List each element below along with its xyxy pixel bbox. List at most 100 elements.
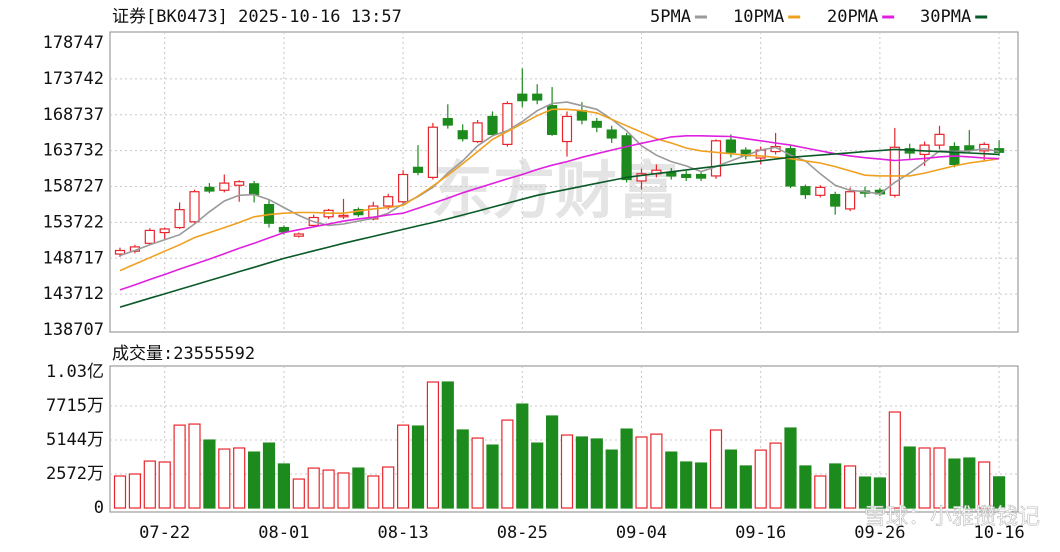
volume-bar: [620, 428, 633, 509]
y-tick-label: 163732: [43, 141, 104, 161]
volume-bar: [873, 477, 887, 509]
volume-tick-label: 2572万: [46, 464, 104, 484]
candle-body: [412, 166, 424, 173]
candle-body: [159, 228, 170, 234]
candle-body: [964, 145, 975, 151]
volume-bar: [113, 475, 127, 509]
volume-bar: [352, 467, 365, 509]
ma-line: [119, 135, 1000, 291]
candle-body: [293, 233, 304, 237]
volume-bar: [292, 478, 305, 509]
volume-bar: [680, 461, 693, 509]
candle-body: [636, 173, 647, 182]
volume-bar: [709, 429, 723, 509]
candle-body: [889, 146, 900, 196]
volume-bar: [516, 403, 529, 509]
volume-bar: [262, 442, 276, 509]
x-tick-label: 08-01: [258, 523, 309, 543]
volume-tick-label: 0: [94, 498, 104, 518]
volume-bar: [650, 433, 663, 509]
x-tick-label: 08-13: [378, 523, 429, 543]
volume-bar: [918, 447, 931, 509]
candle-body: [204, 186, 215, 192]
candle-body: [979, 143, 990, 152]
candle-body: [681, 173, 692, 178]
legend-label: 30PMA: [920, 7, 971, 27]
volume-bar: [754, 449, 767, 509]
x-tick-label: 10-16: [974, 523, 1025, 543]
candle-body: [934, 133, 945, 146]
candle-body: [621, 135, 632, 181]
volume-bar: [992, 476, 1006, 509]
volume-bar: [769, 442, 782, 509]
candle-body: [383, 196, 394, 207]
candle-body: [785, 148, 796, 187]
volume-bar: [218, 448, 231, 509]
candle-body: [427, 126, 438, 178]
candle-body: [830, 193, 841, 207]
candle-body: [189, 191, 200, 223]
candle-body: [844, 191, 856, 210]
volume-bar: [173, 424, 186, 509]
volume-bar: [665, 451, 678, 509]
candle-body: [561, 115, 573, 143]
candle-body: [398, 173, 409, 203]
volume-frame: [109, 365, 1019, 513]
volume-bar: [858, 476, 872, 509]
candle-body: [442, 117, 453, 126]
y-tick-label: 143712: [43, 284, 104, 304]
x-tick-label: 09-26: [854, 523, 905, 543]
y-tick-label: 158727: [43, 177, 104, 197]
volume-bar: [829, 463, 842, 509]
volume-bar: [337, 472, 350, 509]
volume-bar: [277, 463, 290, 509]
volume-bar: [426, 381, 439, 509]
candle-body: [800, 186, 811, 196]
candle-body: [919, 144, 930, 156]
volume-bar: [948, 458, 961, 509]
candle-body: [174, 209, 185, 229]
volume-tick-label: 1.03亿: [46, 362, 104, 382]
volume-bar: [784, 427, 797, 509]
volume-bar: [933, 447, 946, 509]
volume-bar: [471, 437, 484, 509]
volume-bar: [367, 475, 380, 509]
volume-bar: [814, 475, 827, 509]
x-tick-label: 07-22: [139, 523, 190, 543]
candle-body: [725, 139, 737, 153]
volume-bar: [188, 423, 201, 509]
volume-tick-label: 5144万: [46, 430, 104, 450]
volume-bar: [888, 411, 901, 509]
volume-bar: [158, 461, 171, 509]
volume-bar: [531, 442, 544, 509]
volume-bar: [575, 436, 589, 509]
candle-body: [517, 93, 528, 102]
x-tick-label: 09-04: [616, 523, 667, 543]
candle-body: [576, 110, 588, 121]
legend-label: 5PMA: [650, 7, 691, 27]
x-tick-label: 09-16: [735, 523, 786, 543]
volume-bar: [843, 465, 857, 509]
volume-bar: [441, 381, 454, 509]
candle-body: [338, 214, 349, 218]
candle-body: [546, 105, 558, 135]
volume-bar: [233, 447, 246, 509]
candle-body: [114, 249, 126, 255]
candle-body: [695, 173, 707, 179]
volume-bar: [143, 460, 156, 509]
volume-bar: [307, 467, 320, 509]
candle-body: [815, 186, 826, 196]
volume-bar: [203, 439, 216, 509]
volume-bar: [903, 446, 916, 509]
volume-bar: [560, 434, 574, 509]
volume-last-value: 23555592: [173, 344, 255, 364]
legend-label: 20PMA: [827, 7, 878, 27]
volume-bar: [799, 465, 812, 509]
y-tick-label: 168737: [43, 105, 104, 125]
volume-title-text: 成交量:: [112, 344, 173, 364]
x-tick-label: 08-25: [497, 523, 548, 543]
volume-bar: [978, 461, 991, 509]
candle-body: [606, 129, 617, 139]
ma-line: [119, 101, 1000, 257]
